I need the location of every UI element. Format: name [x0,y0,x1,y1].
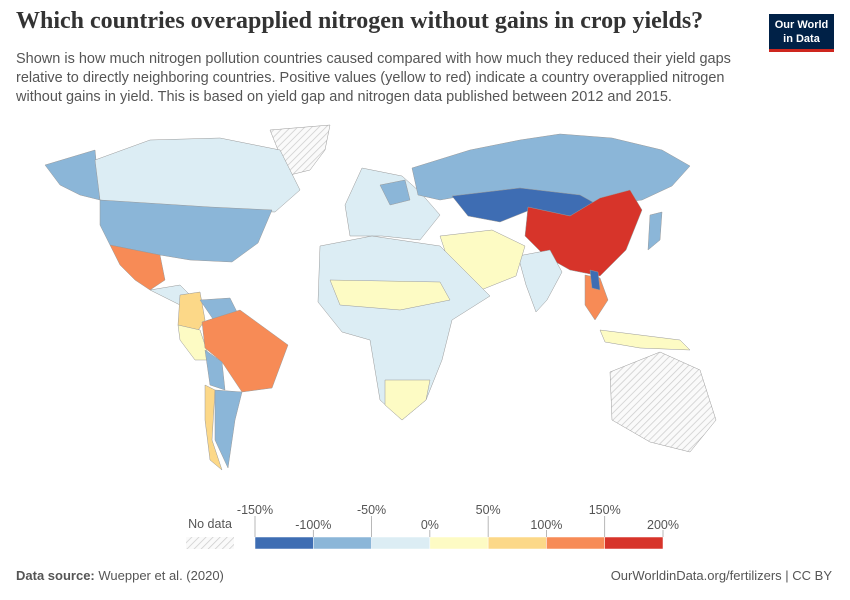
logo[interactable]: Our World in Data [769,14,834,52]
legend-bin [429,536,489,550]
subtitle-line: relative to directly neighboring countri… [16,70,725,86]
legend-tick-label: 100% [530,518,562,532]
region[interactable] [329,279,451,311]
region[interactable] [524,189,643,277]
legend-bin [604,536,664,550]
region[interactable] [177,324,211,361]
legend-tick-label: 200% [647,518,679,532]
no-data-swatch [186,537,234,549]
region[interactable] [99,199,273,263]
no-data-label: No data [188,517,232,531]
region[interactable] [214,389,243,469]
legend-tick-label: 50% [476,503,501,517]
region[interactable] [94,137,301,213]
legend-tick-label: 0% [421,518,439,532]
region[interactable] [44,149,101,201]
region[interactable] [177,291,206,336]
subtitle-line: Shown is how much nitrogen pollution cou… [16,51,731,67]
subtitle-line: without gains in yield. This is based on… [16,89,672,105]
logo-line: in Data [783,33,820,45]
legend-tick-label: -50% [357,503,386,517]
legend-bin [546,536,605,550]
region[interactable] [599,329,691,351]
legend-tick-label: -100% [295,518,331,532]
region[interactable] [201,309,289,393]
legend-tick-label: 150% [589,503,621,517]
region[interactable] [589,269,601,291]
region[interactable] [379,179,411,206]
legend-bin [313,536,372,550]
legend-bin [254,536,314,550]
logo-line: Our World [774,19,829,31]
title: Which countries overapplied nitrogen wit… [16,8,704,34]
map-area: No data -150% -100% -50% 0% 50% 100% 150% 200% [44,124,717,550]
region[interactable] [517,249,563,313]
region[interactable] [609,351,717,453]
legend-bin [487,536,547,550]
region[interactable] [384,379,431,421]
source-text: Wuepper et al. (2020) [98,568,224,583]
footer-link[interactable]: OurWorldinData.org/fertilizers | CC BY [610,568,832,583]
legend-tick-label: -150% [237,503,273,517]
region[interactable] [204,349,226,391]
world-map [44,124,717,471]
legend: -150% -100% -50% 0% 50% 100% 150% 200% [237,503,679,550]
legend-bin [371,536,431,550]
source-label: Data source: [16,568,95,583]
source: Data source: Wuepper et al. (2020) [16,568,224,583]
subtitle: Shown is how much nitrogen pollution cou… [16,50,731,107]
region[interactable] [647,211,663,251]
